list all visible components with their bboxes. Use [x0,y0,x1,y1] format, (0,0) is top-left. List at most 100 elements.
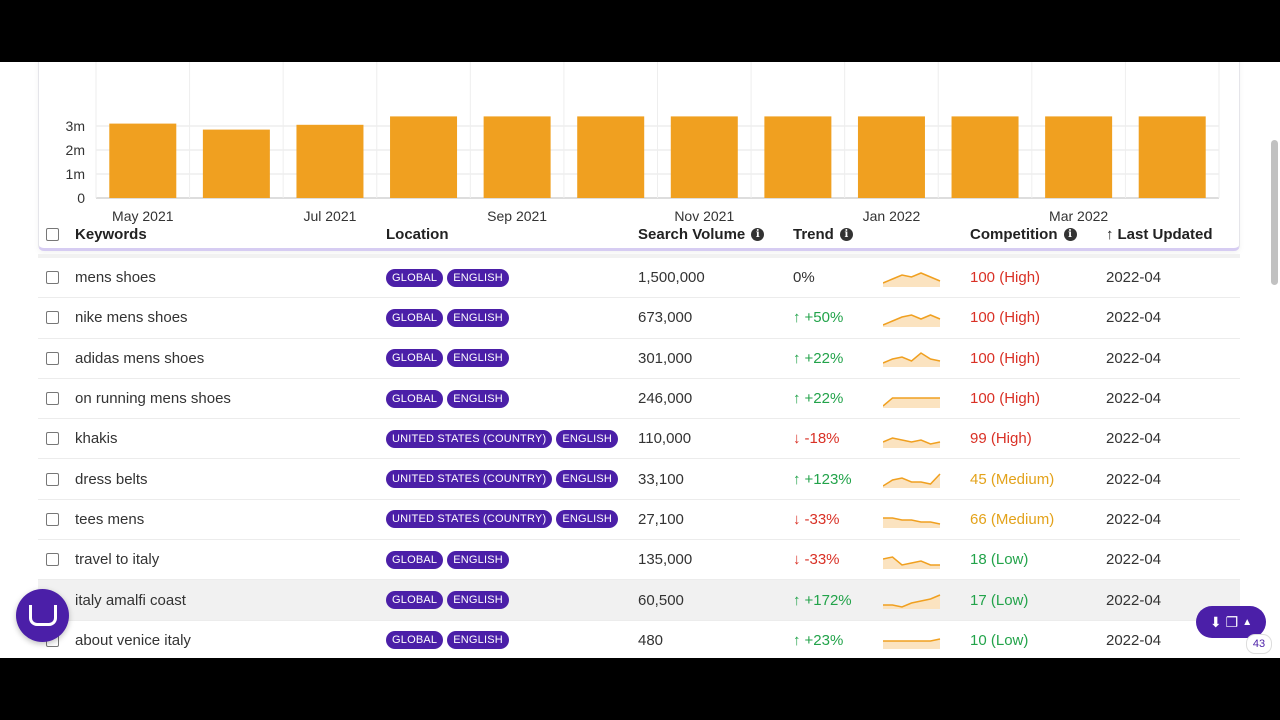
info-icon[interactable]: i [839,227,853,241]
row-checkbox[interactable] [46,351,59,365]
table-row[interactable]: nike mens shoes GLOBAL ENGLISH 673,000 ↑ +… [38,298,1240,339]
export-button[interactable]: ⬇ ❐ ▲ [1196,606,1266,638]
header-search-volume[interactable]: Search Volume i [638,214,765,254]
competition-cell: 100 (High) [970,390,1041,408]
header-search-volume-label: Search Volume [638,225,746,243]
trend-cell: ↓ -18% [793,419,840,458]
row-checkbox[interactable] [46,271,59,285]
header-last-updated[interactable]: ↑ Last Updated [1106,214,1213,254]
last-updated-cell: 2022-04 [1106,631,1162,649]
row-select-cell[interactable] [46,258,59,297]
sort-ascending-icon: ↑ [1106,225,1114,243]
table-row[interactable]: about venice italy GLOBAL ENGLISH 480 ↑ +2… [38,621,1240,658]
row-select-cell[interactable] [46,419,59,458]
row-select-cell[interactable] [46,459,59,498]
trend-cell: ↑ +22% [793,339,843,378]
row-checkbox[interactable] [46,311,59,325]
location-badge: UNITED STATES (COUNTRY) [386,470,553,489]
row-checkbox[interactable] [46,553,59,567]
bar-dec-2021[interactable] [764,116,832,198]
table-row[interactable]: dress belts UNITED STATES (COUNTRY) ENGLI… [38,459,1240,500]
bar-apr-2022[interactable] [1138,116,1206,198]
keyword-cell[interactable]: on running mens shoes [75,390,231,408]
row-select-cell[interactable] [46,540,59,579]
trend-sparkline [883,555,940,569]
trend-down-arrow-icon: ↓ [793,551,801,569]
bar-chart: 0 1m 2m 3m May 2021 Jul 2021 Sep 2021 Nov 2021 J… [66,62,1220,224]
select-all-cell[interactable] [46,214,59,254]
sparkline-area [883,314,940,327]
trend-value: 0% [793,269,815,287]
bar-jun-2021[interactable] [202,129,270,198]
row-checkbox[interactable] [46,432,59,446]
last-updated-cell: 2022-04 [1106,510,1162,528]
location-badge: ENGLISH [447,308,509,327]
row-select-cell[interactable] [46,339,59,378]
select-all-checkbox[interactable] [46,227,59,241]
keyword-cell[interactable]: khakis [75,430,118,448]
bar-jul-2021[interactable] [296,124,364,198]
competition-cell: 100 (High) [970,349,1041,367]
keyword-cell[interactable]: italy amalfi coast [75,591,186,609]
trend-value: +50% [804,309,844,327]
trend-down-arrow-icon: ↓ [793,510,801,528]
chat-launcher-button[interactable] [16,589,69,642]
location-badge: GLOBAL [386,268,444,287]
header-trend[interactable]: Trend i [793,214,853,254]
keyword-cell[interactable]: tees mens [75,510,145,528]
keyword-cell[interactable]: adidas mens shoes [75,349,205,367]
row-select-cell[interactable] [46,379,59,418]
table-row[interactable]: tees mens UNITED STATES (COUNTRY) ENGLISH… [38,500,1240,541]
keyword-cell[interactable]: nike mens shoes [75,309,188,327]
y-tick-label: 0 [77,190,85,206]
location-cell: GLOBAL ENGLISH [386,580,509,619]
x-tick-label: Sep 2021 [487,208,547,224]
keyword-cell[interactable]: dress belts [75,470,148,488]
table-row[interactable]: khakis UNITED STATES (COUNTRY) ENGLISH 11… [38,419,1240,460]
info-icon[interactable]: i [751,227,765,241]
table-row[interactable]: travel to italy GLOBAL ENGLISH 135,000 ↓ -… [38,540,1240,581]
competition-cell: 17 (Low) [970,591,1029,609]
trend-down-arrow-icon: ↓ [793,430,801,448]
trend-up-arrow-icon: ↑ [793,390,801,408]
scrollbar-thumb[interactable] [1271,140,1278,285]
bar-aug-2021[interactable] [390,116,458,198]
sparkline-line [883,638,941,643]
keyword-cell[interactable]: travel to italy [75,551,160,569]
bar-mar-2022[interactable] [1045,116,1113,198]
row-select-cell[interactable] [46,500,59,539]
location-badge: GLOBAL [386,631,444,650]
bar-nov-2021[interactable] [670,116,738,198]
search-volume-cell: 246,000 [638,390,693,408]
header-keywords[interactable]: Keywords [75,225,147,243]
trend-sparkline [883,396,940,408]
copy-icon: ❐ [1225,613,1239,630]
table-body: mens shoes GLOBAL ENGLISH 1,500,000 0% 10… [38,258,1240,658]
competition-cell: 18 (Low) [970,551,1029,569]
trend-sparkline-cell [883,500,941,539]
header-location[interactable]: Location [386,225,449,243]
header-competition[interactable]: Competition i [970,214,1077,254]
bar-may-2021[interactable] [109,123,177,198]
bar-sep-2021[interactable] [483,116,551,198]
keyword-cell[interactable]: mens shoes [75,269,156,287]
keyword-cell[interactable]: about venice italy [75,631,191,649]
bar-jan-2022[interactable] [857,116,925,198]
row-checkbox[interactable] [46,472,59,486]
table-row[interactable]: on running mens shoes GLOBAL ENGLISH 246,… [38,379,1240,420]
bar-feb-2022[interactable] [951,116,1019,198]
bar-oct-2021[interactable] [577,116,645,198]
chat-icon [28,605,57,626]
trend-sparkline-cell [883,379,941,418]
row-select-cell[interactable] [46,298,59,337]
search-volume-cell: 60,500 [638,591,684,609]
competition-cell: 66 (Medium) [970,510,1055,528]
x-tick-label: Jan 2022 [863,208,921,224]
location-cell: GLOBAL ENGLISH [386,540,509,579]
table-row[interactable]: mens shoes GLOBAL ENGLISH 1,500,000 0% 10… [38,258,1240,299]
row-checkbox[interactable] [46,392,59,406]
table-row[interactable]: adidas mens shoes GLOBAL ENGLISH 301,000 … [38,339,1240,379]
info-icon[interactable]: i [1063,227,1077,241]
table-row[interactable]: italy amalfi coast GLOBAL ENGLISH 60,500 … [38,580,1240,621]
row-checkbox[interactable] [46,512,59,526]
